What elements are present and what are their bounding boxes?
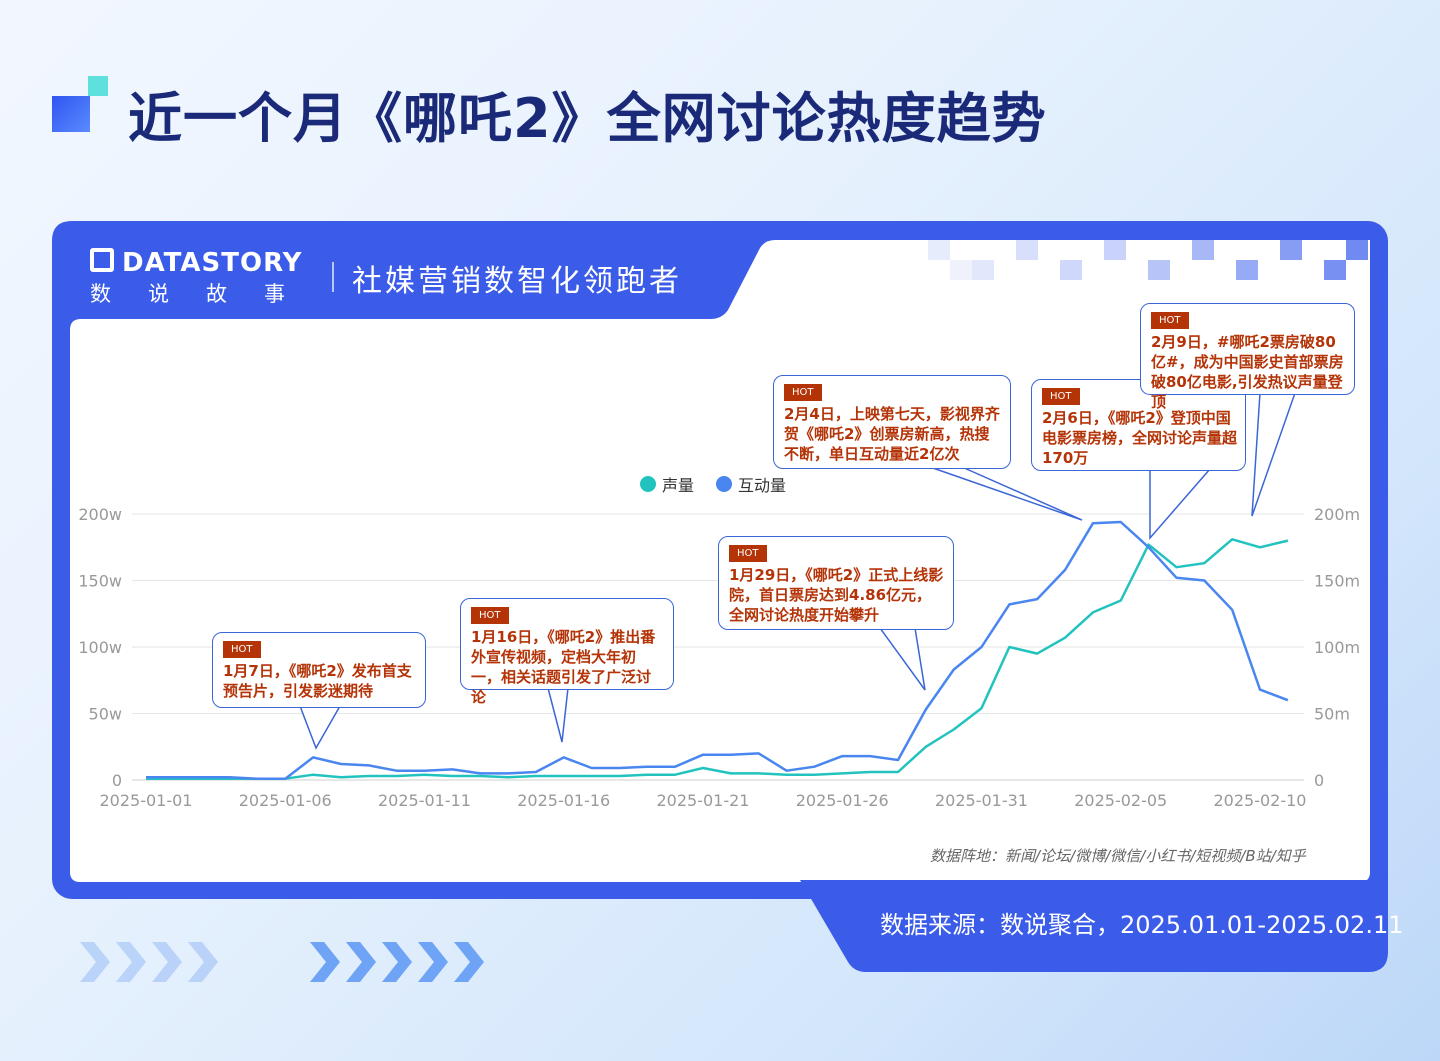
y-right-tick-label: 200m bbox=[1314, 505, 1360, 524]
y-left-tick-label: 50w bbox=[89, 705, 122, 724]
legend-dot-interaction bbox=[716, 476, 733, 492]
series-line-interaction bbox=[146, 520, 1289, 780]
callout-text: 2月6日，《哪吒2》登顶中国电影票房榜，全网讨论声量超170万 bbox=[1042, 409, 1238, 467]
x-tick-label: 2025-01-26 bbox=[796, 791, 889, 810]
callout-pointer bbox=[1251, 392, 1296, 517]
chevron-decoration bbox=[80, 942, 484, 982]
x-tick-label: 2025-01-21 bbox=[657, 791, 750, 810]
legend-dot-volume bbox=[640, 476, 656, 492]
callout-feb4: HOT 2月4日，上映第七天，影视界齐贺《哪吒2》创票房新高，热搜不断，单日互动… bbox=[773, 375, 1011, 469]
callout-pointer bbox=[299, 705, 341, 750]
callout-text: 1月7日，《哪吒2》发布首支预告片，引发影迷期待 bbox=[223, 662, 412, 700]
y-right-tick-label: 50m bbox=[1314, 705, 1350, 724]
callout-pointer bbox=[1149, 468, 1211, 541]
legend-item-volume[interactable]: 声量 bbox=[640, 472, 694, 496]
y-left-tick-label: 100w bbox=[78, 638, 122, 657]
hot-badge: HOT bbox=[223, 641, 261, 658]
legend-item-interaction[interactable]: 互动量 bbox=[716, 472, 786, 496]
y-left-tick-label: 0 bbox=[112, 771, 122, 790]
callout-text: 1月29日，《哪吒2》正式上线影院，首日票房达到4.86亿元，全网讨论热度开始攀… bbox=[729, 566, 944, 624]
title-deco-square bbox=[52, 96, 90, 132]
x-tick-label: 2025-02-05 bbox=[1074, 791, 1167, 810]
brand-logo: DATASTORY bbox=[122, 248, 303, 278]
panel-header-tab bbox=[52, 221, 772, 316]
callout-pointer bbox=[929, 466, 1083, 521]
callout-jan7: HOT 1月7日，《哪吒2》发布首支预告片，引发影迷期待 bbox=[212, 632, 426, 708]
callout-text: 2月4日，上映第七天，影视界齐贺《哪吒2》创票房新高，热搜不断，单日互动量近2亿… bbox=[784, 405, 1000, 463]
x-tick-label: 2025-01-06 bbox=[239, 791, 332, 810]
hot-badge: HOT bbox=[784, 384, 822, 401]
callout-jan16: HOT 1月16日，《哪吒2》推出番外宣传视频，定档大年初一，相关话题引发了广泛… bbox=[460, 598, 674, 706]
y-right-tick-label: 100m bbox=[1314, 638, 1360, 657]
hot-badge: HOT bbox=[1042, 388, 1080, 405]
y-right-tick-label: 0 bbox=[1314, 771, 1324, 790]
data-footnote: 数据阵地：新闻/论坛/微博/微信/小红书/短视频/B站/知乎 bbox=[930, 847, 1306, 865]
y-right-tick-label: 150m bbox=[1314, 572, 1360, 591]
callout-pointer bbox=[547, 687, 569, 743]
checker-decoration bbox=[928, 240, 1368, 280]
callout-pointer bbox=[879, 627, 926, 691]
legend-label-volume: 声量 bbox=[662, 476, 695, 495]
datastory-logo-icon bbox=[90, 248, 114, 272]
callout-text: 2月9日，#哪吒2票房破80亿#，成为中国影史首部票房破80亿电影,引发热议声量… bbox=[1151, 333, 1344, 411]
legend-label-interaction: 互动量 bbox=[738, 476, 787, 495]
callout-jan29: HOT 1月29日，《哪吒2》正式上线影院，首日票房达到4.86亿元，全网讨论热… bbox=[718, 536, 954, 630]
x-tick-label: 2025-02-10 bbox=[1214, 791, 1307, 810]
slogan-divider bbox=[332, 262, 334, 292]
x-tick-label: 2025-01-16 bbox=[517, 791, 610, 810]
brand-logo-cn: 数说故事 bbox=[90, 282, 322, 306]
hot-badge: HOT bbox=[1151, 312, 1189, 329]
y-left-tick-label: 150w bbox=[78, 572, 122, 591]
x-tick-label: 2025-01-01 bbox=[100, 791, 193, 810]
callout-text: 1月16日，《哪吒2》推出番外宣传视频，定档大年初一，相关话题引发了广泛讨论 bbox=[471, 628, 656, 706]
data-source: 数据来源：数说聚合，2025.01.01-2025.02.11 bbox=[880, 911, 1404, 939]
series-line-volume bbox=[146, 538, 1289, 780]
callout-feb9: HOT 2月9日，#哪吒2票房破80亿#，成为中国影史首部票房破80亿电影,引发… bbox=[1140, 303, 1355, 411]
callout-feb6: HOT 2月6日，《哪吒2》登顶中国电影票房榜，全网讨论声量超170万 bbox=[1031, 379, 1246, 471]
source-banner bbox=[800, 880, 1388, 972]
title-deco-accent-square bbox=[88, 76, 108, 96]
chart-legend: 声量 互动量 bbox=[640, 472, 786, 496]
x-tick-label: 2025-01-11 bbox=[378, 791, 471, 810]
brand-slogan: 社媒营销数智化领跑者 bbox=[352, 264, 682, 299]
hot-badge: HOT bbox=[729, 545, 767, 562]
page-title: 近一个月《哪吒2》全网讨论热度趋势 bbox=[128, 87, 1047, 150]
y-left-tick-label: 200w bbox=[78, 505, 122, 524]
hot-badge: HOT bbox=[471, 607, 509, 624]
x-tick-label: 2025-01-31 bbox=[935, 791, 1028, 810]
